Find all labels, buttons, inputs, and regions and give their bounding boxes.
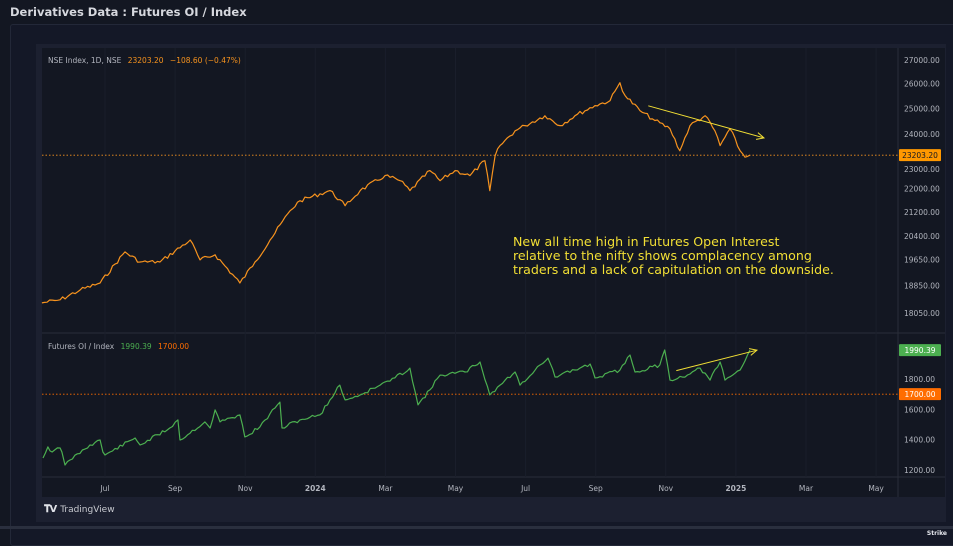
annotation-line: New all time high in Futures Open Intere… [513,234,780,249]
nifty-series-line [41,82,751,304]
y-tick-label: 27000.00 [904,56,940,65]
y-tick-label: 25000.00 [904,104,940,113]
x-tick-label: 2025 [725,484,746,493]
y-tick-label: 1200.00 [904,466,935,475]
y-tick-label: 22000.00 [904,185,940,194]
x-tick-label: May [868,484,884,493]
y-tick-label: 21200.00 [904,208,940,217]
y-tick-label: 1600.00 [904,405,935,414]
annotation-line: traders and a lack of capitulation on th… [513,262,834,277]
oi-reference-label-bg [899,388,941,401]
annotation-text: New all time high in Futures Open Intere… [513,235,834,277]
nifty-legend: NSE Index, 1D, NSE 23203.20 −108.60 (−0.… [48,56,245,65]
strike-stamp: Strike [926,530,947,537]
up-trend-arrow [676,349,758,372]
annotation-line: relative to the nifty shows complacency … [513,248,812,263]
x-tick-label: May [448,484,464,493]
x-tick-label: Mar [378,484,393,493]
oi-ref: 1700.00 [158,342,190,351]
y-tick-label: 20400.00 [904,232,940,241]
nifty-symbol: NSE Index, 1D, NSE [48,56,122,65]
y-tick-label: 18050.00 [904,309,940,318]
tradingview-logo-icon: 𝐓V [44,504,57,515]
y-tick-label: 1800.00 [904,375,935,384]
oi-reference-label: 1700.00 [904,390,935,399]
oi-symbol: Futures OI / Index [48,342,115,351]
y-tick-label: 23000.00 [904,165,940,174]
page-title: Derivatives Data : Futures OI / Index [10,5,247,19]
y-tick-label: 24000.00 [904,130,940,139]
x-tick-label: Nov [658,484,673,493]
y-tick-label: 18850.00 [904,282,940,291]
last-price-label-bg [899,149,941,162]
last-price-label: 23203.20 [902,151,938,160]
nifty-change: −108.60 (−0.47%) [169,56,241,65]
bottom-divider [0,526,953,529]
x-tick-label: Sep [589,484,603,493]
y-tick-label: 26000.00 [904,80,940,89]
down-trend-arrow-head-icon [755,132,766,140]
x-tick-label: Nov [238,484,253,493]
y-tick-label: 19650.00 [904,256,940,265]
x-tick-label: 2024 [305,484,326,493]
down-trend-arrow [648,105,765,139]
x-tick-label: Mar [799,484,814,493]
oi-series-line [42,349,751,466]
nifty-last: 23203.20 [127,56,164,65]
oi-last-label: 1990.39 [904,346,935,355]
oi-legend: Futures OI / Index 1990.39 1700.00 [48,342,193,351]
y-tick-label: 1400.00 [904,436,935,445]
oi-last-label-bg [899,344,941,357]
tradingview-brand[interactable]: 𝐓V TradingView [44,504,115,515]
tradingview-label: TradingView [60,504,115,515]
x-tick-label: Sep [168,484,182,493]
chart-area[interactable] [42,48,945,497]
x-tick-label: Jul [520,484,530,493]
up-trend-arrow-head-icon [748,348,759,356]
oi-last: 1990.39 [120,342,152,351]
x-tick-label: Jul [99,484,109,493]
